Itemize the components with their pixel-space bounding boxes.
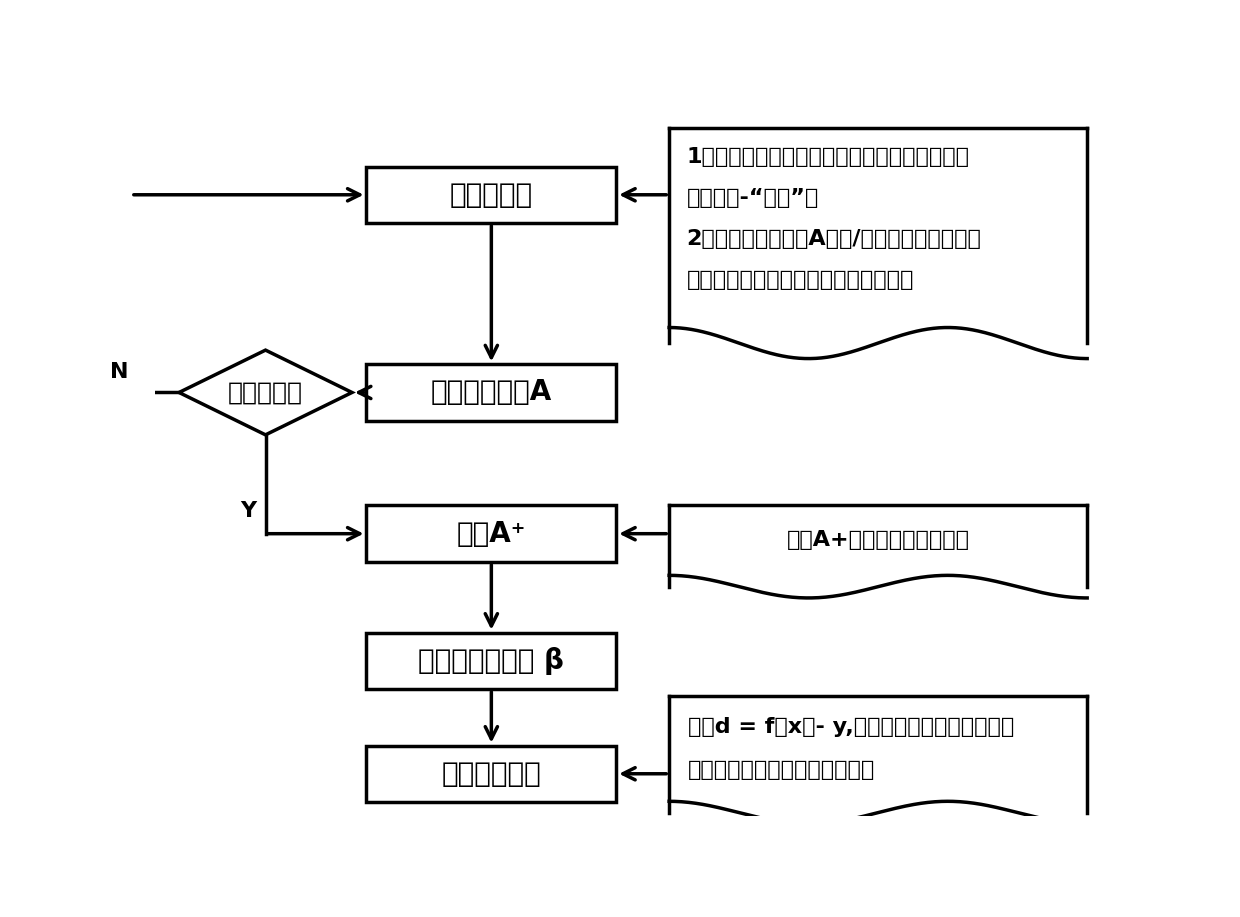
Text: 拟合误差评估: 拟合误差评估	[441, 760, 541, 788]
Text: 际迭代运算次数进行结果评估。: 际迭代运算次数进行结果评估。	[688, 759, 875, 779]
Text: Y: Y	[239, 501, 255, 521]
Text: 按照A+的计算理论进行求解: 按照A+的计算理论进行求解	[786, 529, 970, 549]
Text: 1、剔除边界点（近距离、远距离）幅度变化异: 1、剔除边界点（近距离、远距离）幅度变化异	[687, 148, 970, 168]
Text: N: N	[110, 362, 129, 381]
Text: 是否列满秩: 是否列满秩	[228, 381, 303, 404]
FancyBboxPatch shape	[367, 505, 616, 562]
Text: 结合d = f（x）- y,差值的平方和最小原则和实: 结合d = f（x）- y,差值的平方和最小原则和实	[688, 717, 1014, 737]
Text: 构造系数矩阵A: 构造系数矩阵A	[430, 379, 552, 406]
Polygon shape	[179, 350, 352, 435]
Text: 数据预处理: 数据预处理	[450, 181, 533, 209]
Text: 常的数据-“野值”；: 常的数据-“野值”；	[687, 188, 818, 208]
FancyBboxPatch shape	[367, 746, 616, 802]
FancyBboxPatch shape	[367, 364, 616, 421]
Text: 始数据中行列成倍数比例关系的数据。: 始数据中行列成倍数比例关系的数据。	[687, 271, 914, 291]
FancyBboxPatch shape	[367, 167, 616, 223]
Text: 求解A⁺: 求解A⁺	[456, 520, 526, 547]
Text: 2、为了使构造矩阵A为列/行满秩矩阵，消除原: 2、为了使构造矩阵A为列/行满秩矩阵，消除原	[687, 229, 981, 249]
FancyBboxPatch shape	[367, 633, 616, 689]
Text: 求出最佳逼近解 β: 求出最佳逼近解 β	[418, 646, 564, 675]
